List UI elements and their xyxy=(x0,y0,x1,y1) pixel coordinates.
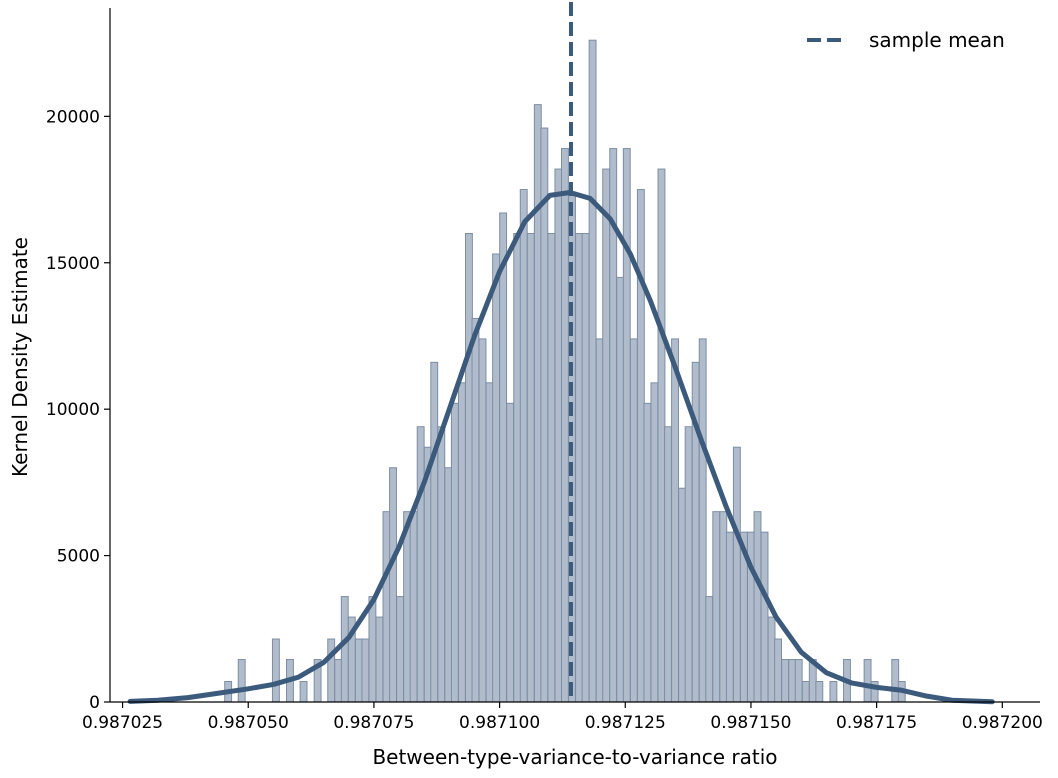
histogram-bar-68 xyxy=(753,511,762,703)
legend-label-sample-mean: sample mean xyxy=(869,28,1005,52)
histogram-bar-42 xyxy=(575,232,583,703)
histogram-bar-21 xyxy=(430,361,439,703)
histogram-bar-36 xyxy=(533,104,542,703)
histogram-bar-60 xyxy=(698,338,707,703)
histogram-bar-11 xyxy=(361,638,370,703)
histogram-bar-43 xyxy=(581,232,590,703)
histogram-bar-30 xyxy=(492,253,501,703)
histogram-bar-34 xyxy=(519,189,528,703)
histogram-bar-12 xyxy=(368,596,377,703)
histogram-bar-54 xyxy=(657,168,666,703)
x-tick-label: 0.987150 xyxy=(710,713,791,733)
histogram-bar-8 xyxy=(340,596,349,703)
histogram-bar-64 xyxy=(725,531,734,703)
histogram-bar-14 xyxy=(382,511,391,703)
histogram-bar-40 xyxy=(561,148,569,703)
histogram-bar-13 xyxy=(375,616,384,703)
histogram-bar-25 xyxy=(457,382,466,703)
x-tick-label: 0.987050 xyxy=(208,713,289,733)
histogram-bar-28 xyxy=(478,338,487,703)
histogram-bar-33 xyxy=(513,232,522,703)
histogram-bars xyxy=(224,39,906,703)
legend: sample mean xyxy=(807,28,1005,52)
histogram-bar-75 xyxy=(801,681,810,703)
histogram-bar-39 xyxy=(554,168,563,703)
histogram-bar-24 xyxy=(450,402,459,703)
histogram-bar-63 xyxy=(719,511,728,703)
y-axis-title: Kernel Density Estimate xyxy=(8,237,32,477)
y-tick-label: 20000 xyxy=(46,107,100,127)
histogram-bar-19 xyxy=(416,426,425,703)
histogram-bar-65 xyxy=(732,446,741,703)
x-tick-label: 0.987100 xyxy=(459,713,540,733)
histogram-bar-26 xyxy=(464,232,473,703)
y-tick-label: 0 xyxy=(89,693,100,713)
histogram-bar-77 xyxy=(815,681,824,703)
histogram-bar-32 xyxy=(506,402,515,703)
histogram-bar-18 xyxy=(409,511,418,703)
y-tick-label: 5000 xyxy=(57,547,100,567)
histogram-bar-48 xyxy=(616,276,625,703)
histogram-bar-17 xyxy=(403,511,412,703)
histogram-bar-4 xyxy=(299,681,308,703)
histogram-bar-16 xyxy=(396,596,405,703)
y-tick-label: 15000 xyxy=(46,254,100,274)
histogram-bar-44 xyxy=(588,39,597,703)
histogram-bar-38 xyxy=(547,232,556,703)
histogram-bar-52 xyxy=(643,402,652,703)
histogram-bar-70 xyxy=(767,616,776,703)
histogram-bar-58 xyxy=(684,426,693,703)
histogram-bar-61 xyxy=(705,596,714,703)
histogram-bar-35 xyxy=(526,232,535,703)
histogram-bar-1 xyxy=(237,659,246,703)
x-tick-label: 0.987175 xyxy=(836,713,917,733)
histogram-bar-2 xyxy=(271,638,280,703)
histogram-bar-49 xyxy=(622,148,631,703)
histogram-bar-73 xyxy=(788,659,797,703)
histogram-bar-7 xyxy=(334,659,343,703)
histogram-bar-72 xyxy=(781,659,790,703)
x-tick-label: 0.987025 xyxy=(82,713,163,733)
histogram-bar-69 xyxy=(760,531,769,703)
x-tick-label: 0.987125 xyxy=(585,713,666,733)
axes xyxy=(109,8,1040,703)
histogram-bar-57 xyxy=(678,487,687,703)
kde-curve-layer xyxy=(127,2,995,705)
histogram-bar-82 xyxy=(891,659,900,703)
histogram-bar-6 xyxy=(327,638,336,703)
histogram-bar-55 xyxy=(664,426,672,703)
histogram-bar-56 xyxy=(671,338,679,703)
histogram-bar-45 xyxy=(595,338,604,703)
histogram-bar-31 xyxy=(499,212,508,703)
histogram-bar-10 xyxy=(354,638,363,703)
y-tick-label: 10000 xyxy=(46,400,100,420)
histogram-bar-50 xyxy=(629,338,638,703)
histogram-bar-78 xyxy=(829,681,838,703)
histogram-bar-51 xyxy=(636,189,645,703)
ticks: 0.987025 0.987050 0.987075 0.987100 0.987125… xyxy=(46,107,1043,733)
histogram-bar-80 xyxy=(863,659,872,703)
histogram-bar-53 xyxy=(650,382,659,703)
histogram-bar-71 xyxy=(774,638,783,703)
histogram-bar-15 xyxy=(389,467,397,703)
histogram-bar-62 xyxy=(712,511,721,703)
histogram-bar-37 xyxy=(540,127,549,703)
x-tick-label: 0.987200 xyxy=(962,713,1043,733)
histogram-bar-27 xyxy=(471,317,480,703)
x-axis-title: Between-type-variance-to-variance ratio xyxy=(372,745,777,769)
histogram-bar-29 xyxy=(485,382,494,703)
histogram-bar-74 xyxy=(794,659,803,703)
histogram-bar-22 xyxy=(437,426,446,703)
histogram-bar-23 xyxy=(444,467,453,703)
histogram-bar-46 xyxy=(602,168,611,703)
x-tick-label: 0.987075 xyxy=(333,713,414,733)
